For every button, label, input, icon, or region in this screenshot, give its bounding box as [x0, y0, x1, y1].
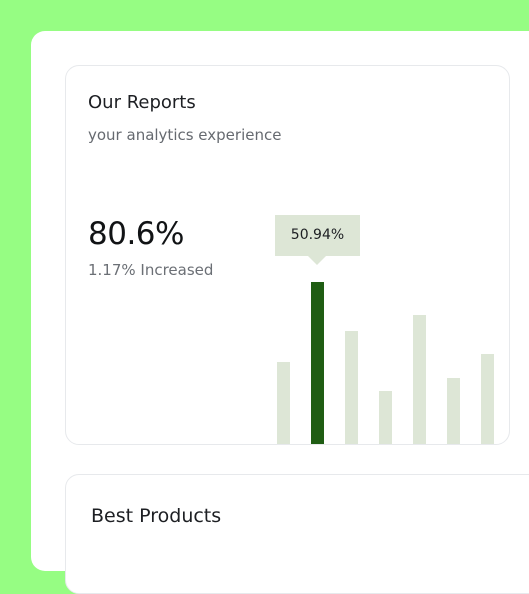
chart-tooltip: 50.94% [275, 215, 360, 265]
best-products-card: Best Products [65, 474, 529, 594]
reports-subtitle: your analytics experience [88, 126, 282, 144]
reports-bar-chart [277, 282, 494, 444]
chart-bar [345, 331, 358, 444]
reports-value: 80.6% [88, 216, 184, 252]
chart-bar-highlight [311, 282, 324, 444]
reports-card: Our Reports your analytics experience 80… [65, 65, 510, 445]
best-products-title: Best Products [91, 505, 222, 527]
chart-bar [481, 354, 494, 444]
chart-bar [447, 378, 460, 444]
chart-bar [277, 362, 290, 444]
chart-bar [413, 315, 426, 444]
reports-title: Our Reports [88, 92, 196, 113]
chart-bar [379, 391, 392, 444]
reports-change: 1.17% Increased [88, 261, 214, 279]
